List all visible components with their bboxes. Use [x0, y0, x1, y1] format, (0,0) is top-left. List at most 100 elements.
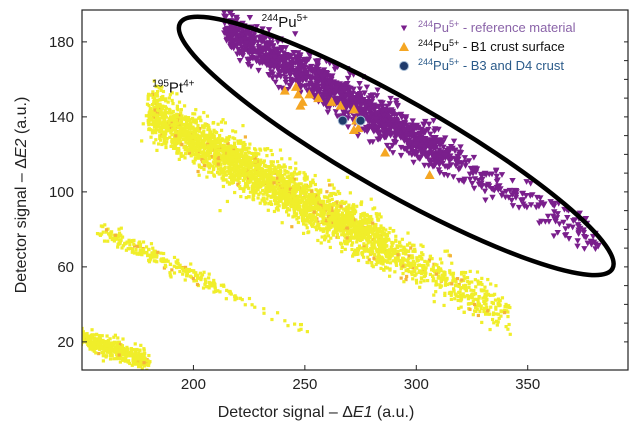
series-3-point [173, 128, 178, 132]
series-3-point [206, 139, 211, 143]
series-3-point [265, 197, 269, 201]
series-3-point [182, 104, 187, 108]
series-3-point [155, 94, 159, 98]
series-3-point [335, 208, 339, 213]
series-5-point [98, 347, 102, 352]
series-5-point [102, 351, 106, 355]
series-3-point [264, 170, 268, 174]
series-3-point [492, 321, 496, 325]
series-3-point [496, 297, 501, 301]
series-3-point [462, 278, 466, 283]
series-0-point [265, 27, 273, 33]
series-3-point [482, 299, 486, 304]
series-5-point [131, 348, 135, 352]
series-3-point [294, 213, 298, 218]
series-3-point [460, 270, 464, 275]
series-3-point [340, 211, 345, 215]
series-3-point [232, 152, 236, 156]
series-5-point [106, 342, 110, 346]
series-5-point [112, 335, 116, 339]
series-3-point [202, 149, 206, 153]
series-4-point [195, 273, 199, 277]
series-3-point [359, 226, 363, 230]
series-3-point [448, 282, 452, 286]
series-3-point [313, 225, 317, 229]
series-3-point [293, 182, 297, 186]
series-3-point [237, 169, 241, 173]
series-3-point [233, 170, 237, 174]
series-3-point [246, 177, 251, 181]
series-5-point [91, 345, 95, 349]
series-3-point [342, 223, 346, 227]
series-3-point [336, 211, 340, 215]
series-3-point [322, 213, 326, 217]
series-3-point [259, 168, 263, 172]
series-3-point [155, 111, 160, 115]
series-3-point [271, 160, 275, 164]
series-3-point [170, 139, 174, 144]
series-3-point [168, 135, 172, 139]
series-3-point [224, 178, 228, 182]
series-3-point [269, 178, 273, 182]
series-3-point [228, 175, 232, 179]
series-3-point [438, 257, 443, 261]
series-3-point [418, 285, 422, 289]
series-3-point [244, 164, 248, 168]
series-3-point [356, 258, 361, 263]
series-3-point [176, 151, 180, 155]
series-3-point [238, 161, 242, 165]
series-3-point [302, 185, 306, 189]
series-3-point [448, 269, 452, 273]
series-4-point [229, 292, 233, 296]
series-3-point [340, 233, 344, 237]
series-3-point [340, 214, 344, 219]
series-3-point [275, 169, 280, 173]
series-3-point [454, 293, 458, 297]
series-4-point [121, 244, 125, 248]
series-3-point [266, 147, 270, 151]
series-3-point [433, 262, 437, 267]
series-3-point [302, 196, 306, 200]
series-3-point [301, 231, 306, 235]
series-3-point [467, 302, 472, 306]
series-5-point [135, 347, 139, 352]
series-3-point [402, 245, 406, 249]
series-3-point [364, 245, 369, 249]
series-3-point [440, 273, 445, 277]
series-3-point [486, 292, 491, 296]
series-3-point [252, 193, 256, 197]
series-3-point [287, 179, 292, 184]
series-3-point [393, 270, 397, 274]
series-3-point [420, 251, 424, 255]
series-3-point [233, 146, 237, 150]
series-3-point [287, 185, 291, 189]
series-5-point [120, 352, 124, 357]
series-3-point [258, 147, 262, 151]
series-3-point [353, 253, 357, 257]
series-3-point [464, 286, 468, 290]
series-4-point [191, 276, 195, 281]
series-3-point [352, 249, 357, 253]
series-3-point [175, 121, 180, 126]
series-3-point [211, 160, 216, 164]
series-3-point [307, 197, 311, 202]
series-3-point [277, 182, 281, 187]
series-3-point [300, 216, 304, 220]
series-3-point [329, 206, 334, 210]
series-3-point [247, 174, 252, 178]
series-3-point [277, 204, 281, 208]
series-3-point [181, 126, 185, 131]
series-4-point [174, 260, 178, 264]
series-4-point [101, 230, 105, 234]
series-3-point [300, 198, 304, 203]
series-3-point [488, 293, 492, 297]
series-3-point [205, 153, 209, 157]
series-3-point [240, 173, 244, 178]
series-3-point [170, 111, 174, 115]
series-4-point [97, 232, 101, 236]
series-3-point [279, 199, 283, 203]
series-0-point [238, 26, 246, 33]
series-0-point [405, 150, 413, 157]
series-3-point [213, 137, 217, 141]
series-3-point [480, 320, 484, 325]
